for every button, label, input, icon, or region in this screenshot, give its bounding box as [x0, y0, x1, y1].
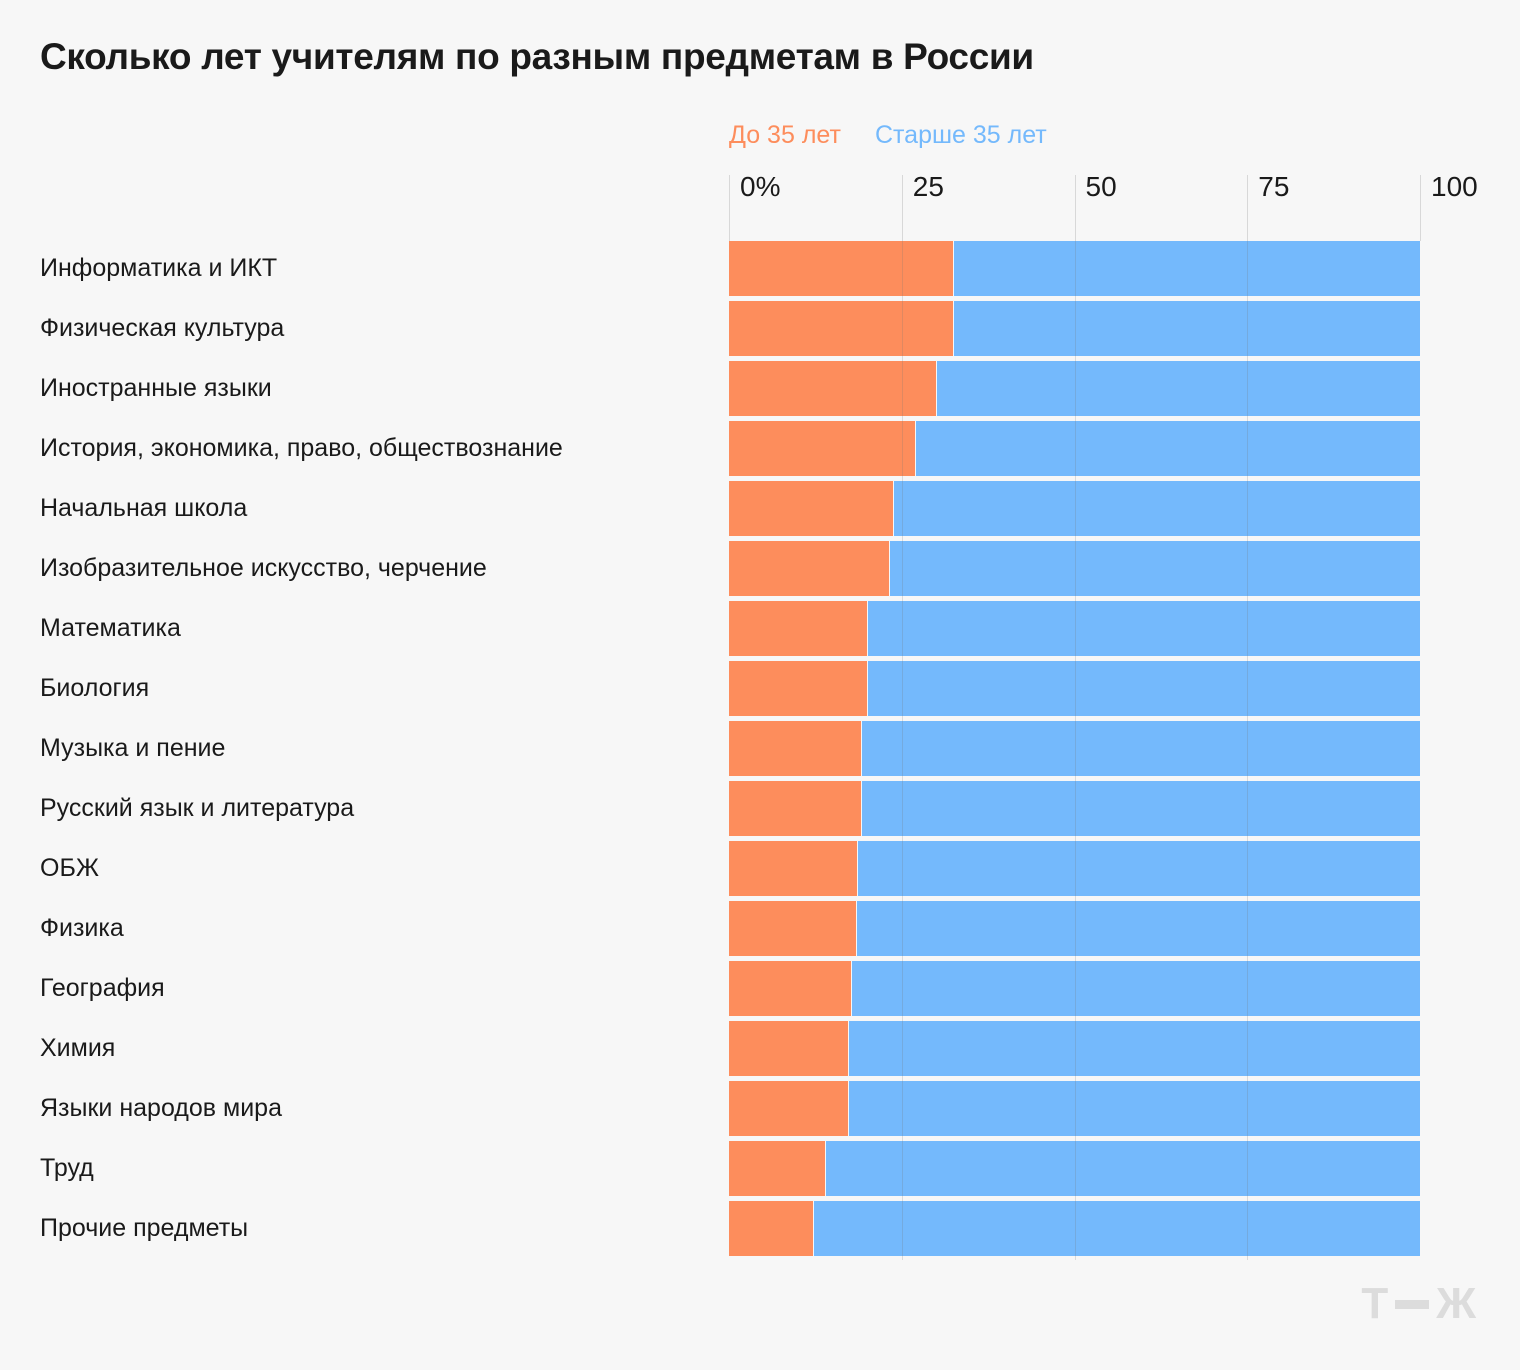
category-labels: Информатика и ИКТ Физическая культура Инос…	[40, 241, 710, 1260]
category-label: География	[40, 974, 165, 1002]
category-label: Языки народов мира	[40, 1094, 282, 1122]
bar-segment-under-35[interactable]	[729, 241, 953, 296]
bar-row[interactable]	[729, 1201, 1420, 1256]
category-label: Физическая культура	[40, 314, 285, 342]
bar-segment-over-35[interactable]	[856, 901, 1420, 956]
bar-segment-under-35[interactable]	[729, 481, 894, 536]
logo-letter-t: Т	[1361, 1279, 1389, 1328]
bar-segment-under-35[interactable]	[729, 421, 916, 476]
bar-row[interactable]	[729, 421, 1420, 476]
bar-segment-under-35[interactable]	[729, 361, 936, 416]
bar-segment-over-35[interactable]	[894, 481, 1420, 536]
x-axis: 0% 25 50 75 100	[729, 171, 1478, 241]
bar-segment-over-35[interactable]	[890, 541, 1420, 596]
bar-segment-over-35[interactable]	[867, 601, 1420, 656]
bar-segment-under-35[interactable]	[729, 661, 867, 716]
category-label: Химия	[40, 1034, 116, 1062]
bar-segment-under-35[interactable]	[729, 1141, 826, 1196]
bar-row[interactable]	[729, 901, 1420, 956]
bar-row[interactable]	[729, 1141, 1420, 1196]
bar-row[interactable]	[729, 961, 1420, 1016]
category-label: Биология	[40, 674, 150, 702]
plot-area	[729, 241, 1420, 1260]
category-label: Русский язык и литература	[40, 794, 355, 822]
category-label: Иностранные языки	[40, 374, 272, 402]
bar-segment-over-35[interactable]	[814, 1201, 1420, 1256]
bar-row[interactable]	[729, 661, 1420, 716]
bar-row[interactable]	[729, 1081, 1420, 1136]
x-axis-tick-line	[1074, 175, 1076, 241]
bar-segment-under-35[interactable]	[729, 1081, 849, 1136]
category-label: История, экономика, право, обществознани…	[40, 434, 563, 462]
x-axis-tick-label: 75	[1258, 171, 1290, 202]
bar-segment-under-35[interactable]	[729, 1201, 813, 1256]
bar-segment-over-35[interactable]	[852, 961, 1420, 1016]
page-title: Сколько лет учителям по разным предметам…	[40, 36, 1034, 77]
logo-letter-zh: Ж	[1436, 1279, 1476, 1328]
x-axis-tick-line	[1247, 175, 1249, 241]
category-label: ОБЖ	[40, 854, 99, 882]
legend-item-under-35: До 35 лет	[729, 121, 841, 149]
category-label: Прочие предметы	[40, 1214, 249, 1242]
bar-segment-under-35[interactable]	[729, 841, 858, 896]
bar-segment-under-35[interactable]	[729, 901, 856, 956]
bar-segment-over-35[interactable]	[953, 301, 1420, 356]
bar-row[interactable]	[729, 781, 1420, 836]
category-label: Труд	[40, 1154, 94, 1182]
bar-segment-over-35[interactable]	[826, 1141, 1420, 1196]
brand-logo: Т Ж	[1361, 1282, 1476, 1326]
bar-segment-over-35[interactable]	[862, 721, 1420, 776]
bar-row[interactable]	[729, 841, 1420, 896]
category-label: Информатика и ИКТ	[40, 254, 278, 282]
bar-segment-over-35[interactable]	[849, 1021, 1420, 1076]
bar-segment-under-35[interactable]	[729, 601, 867, 656]
bar-row[interactable]	[729, 301, 1420, 356]
bar-segment-under-35[interactable]	[729, 961, 851, 1016]
logo-dash-icon	[1395, 1299, 1430, 1309]
bar-segment-over-35[interactable]	[916, 421, 1420, 476]
bar-segment-over-35[interactable]	[867, 661, 1420, 716]
chart-legend: До 35 лет Старше 35 лет	[729, 121, 1047, 150]
bar-segment-over-35[interactable]	[937, 361, 1420, 416]
x-axis-tick-line	[901, 175, 903, 241]
category-label: Физика	[40, 914, 124, 942]
x-axis-tick-label: 100	[1431, 171, 1478, 202]
bar-segment-under-35[interactable]	[729, 781, 862, 836]
bar-segment-under-35[interactable]	[729, 541, 889, 596]
bar-row[interactable]	[729, 481, 1420, 536]
category-label: Музыка и пение	[40, 734, 226, 762]
x-axis-tick-label: 0%	[740, 171, 781, 202]
x-axis-tick-line	[729, 175, 730, 241]
bar-segment-under-35[interactable]	[729, 301, 953, 356]
x-axis-tick-line	[1420, 175, 1421, 241]
category-label: Изобразительное искусство, черчение	[40, 554, 487, 582]
x-axis-tick-label: 25	[912, 171, 944, 202]
bar-row[interactable]	[729, 241, 1420, 296]
bar-segment-over-35[interactable]	[858, 841, 1420, 896]
category-label: Математика	[40, 614, 181, 642]
bar-row[interactable]	[729, 601, 1420, 656]
category-label: Начальная школа	[40, 494, 248, 522]
bar-row[interactable]	[729, 1021, 1420, 1076]
bar-row[interactable]	[729, 721, 1420, 776]
bar-rows	[729, 241, 1420, 1260]
bar-segment-over-35[interactable]	[953, 241, 1420, 296]
bar-segment-over-35[interactable]	[862, 781, 1420, 836]
legend-item-over-35: Старше 35 лет	[874, 121, 1047, 149]
bar-row[interactable]	[729, 541, 1420, 596]
bar-segment-under-35[interactable]	[729, 721, 862, 776]
bar-row[interactable]	[729, 361, 1420, 416]
x-axis-tick-label: 50	[1085, 171, 1117, 202]
bar-segment-under-35[interactable]	[729, 1021, 849, 1076]
bar-segment-over-35[interactable]	[849, 1081, 1420, 1136]
